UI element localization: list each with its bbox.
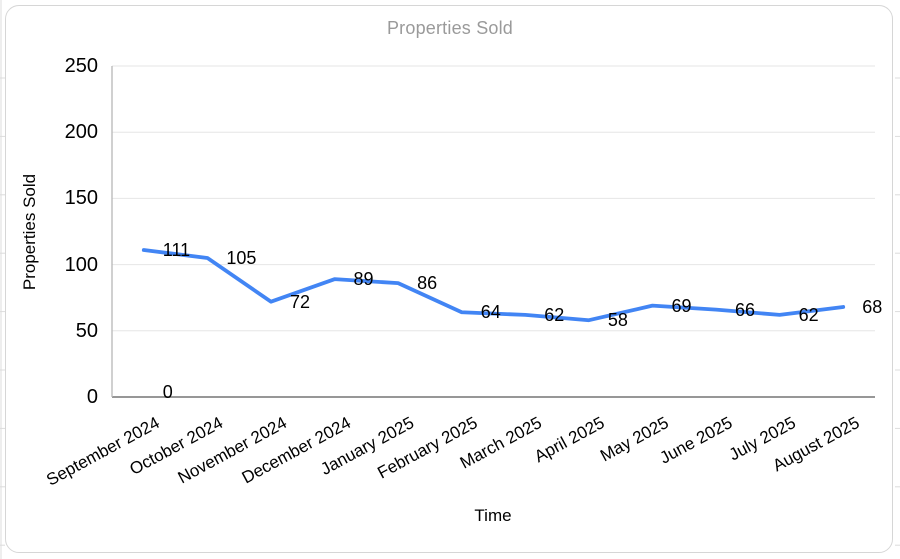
data-label: 89 (353, 269, 374, 290)
data-label: 111 (162, 240, 191, 261)
data-label: 69 (671, 295, 692, 316)
y-tick-label: 0 (86, 386, 98, 408)
x-axis-title: Time (474, 506, 512, 525)
chart-card[interactable] (5, 5, 893, 553)
data-label: 72 (289, 291, 310, 312)
data-label: 64 (480, 302, 501, 323)
y-tick-label: 200 (64, 121, 98, 144)
y-tick-label: 50 (75, 319, 98, 342)
y-tick-label: 150 (64, 187, 98, 210)
y-tick-label: 100 (64, 253, 98, 276)
data-label: 0 (162, 382, 173, 402)
data-label: 58 (607, 310, 628, 331)
data-label: 86 (417, 273, 438, 294)
y-tick-label: 250 (64, 55, 98, 77)
chart-title: Properties Sold (386, 18, 514, 38)
data-label: 66 (735, 299, 756, 320)
series-line-properties-sold (141, 248, 846, 323)
data-label: 62 (544, 304, 565, 325)
data-label: 68 (862, 296, 883, 317)
data-label: 105 (226, 247, 257, 268)
data-label: 62 (798, 304, 819, 325)
